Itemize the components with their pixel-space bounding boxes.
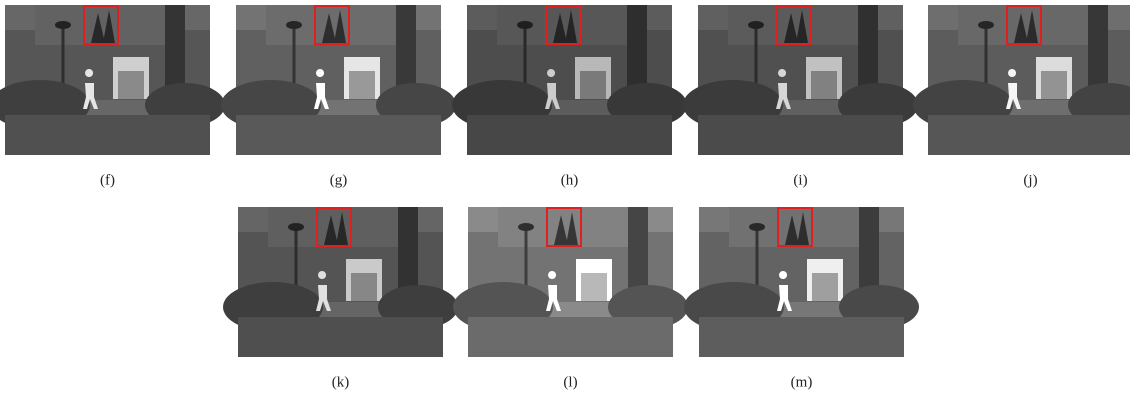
ground [928, 115, 1130, 155]
image-panel [453, 207, 688, 357]
panel-label: (i) [793, 172, 807, 188]
image-panel [452, 5, 687, 155]
panel-label: (l) [563, 374, 577, 390]
lamp [518, 223, 534, 231]
panel-label: (f) [100, 172, 115, 188]
panel-label: (g) [330, 172, 348, 188]
lamp [517, 21, 533, 29]
page: (f)(g)(h)(i)(j)(k)(l)(m) (() => { const … [0, 0, 1130, 398]
door [349, 71, 375, 99]
lamp [288, 223, 304, 231]
ground [699, 317, 904, 357]
panel-label: (j) [1023, 172, 1037, 188]
panel-label: (k) [332, 374, 350, 390]
image-panel [684, 207, 919, 357]
door [351, 273, 377, 301]
ground [5, 115, 210, 155]
door [811, 71, 837, 99]
panel-label: (h) [561, 172, 579, 188]
image-panel [913, 5, 1130, 155]
lamp [748, 21, 764, 29]
door [580, 71, 606, 99]
door [1041, 71, 1067, 99]
ground [698, 115, 903, 155]
figure: (f) (g) (h) (i) (j) (k) (l) (m) [0, 0, 1130, 398]
lamp [286, 21, 302, 29]
lamp [749, 223, 765, 231]
image-panel [0, 5, 225, 155]
image-panel [683, 5, 918, 155]
ground [467, 115, 672, 155]
image-panel [223, 207, 458, 357]
ground [468, 317, 673, 357]
door [118, 71, 144, 99]
door [581, 273, 607, 301]
door [812, 273, 838, 301]
lamp [978, 21, 994, 29]
panel-label: (m) [791, 374, 813, 390]
ground [236, 115, 441, 155]
image-panel [221, 5, 456, 155]
lamp [55, 21, 71, 29]
ground [238, 317, 443, 357]
